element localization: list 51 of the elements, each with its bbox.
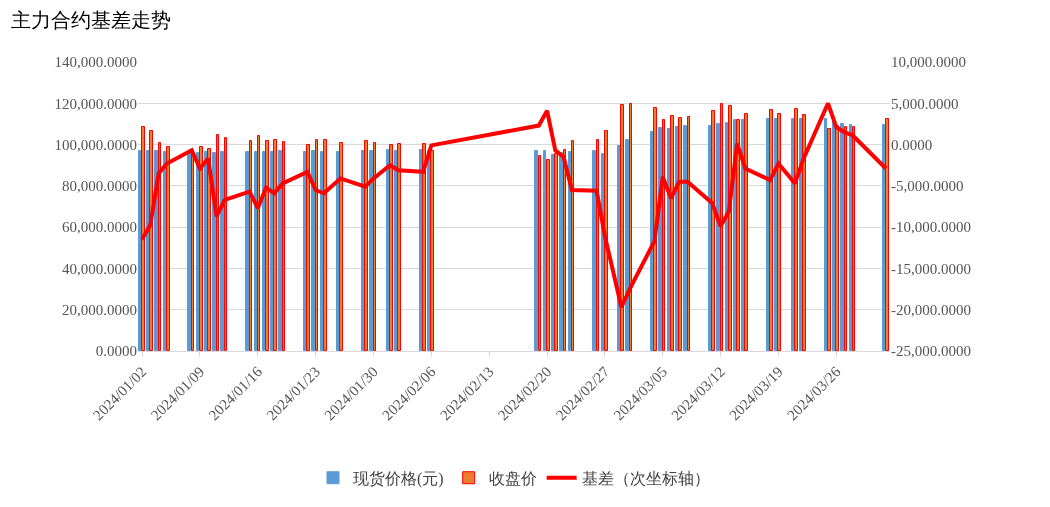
y2-tick-label: -5,000.0000 [891, 178, 964, 195]
bar [386, 149, 389, 351]
y2-tick-label: -15,000.0000 [891, 260, 971, 277]
y-tick-label: 0.0000 [95, 343, 137, 360]
y-tick-label: 40,000.0000 [62, 260, 137, 277]
y2-tick-label: -10,000.0000 [891, 219, 971, 236]
bar [667, 128, 670, 351]
bar [245, 151, 249, 351]
bar [419, 149, 422, 351]
bar [163, 151, 166, 351]
bar [592, 150, 596, 351]
y2-tick-label: 10,000.0000 [891, 54, 966, 71]
bar [254, 151, 257, 351]
y-tick-label: 120,000.0000 [54, 95, 137, 112]
bar [534, 150, 538, 351]
bar [138, 150, 141, 351]
legend-label: 基差（次坐标轴） [581, 469, 710, 487]
bar [791, 118, 794, 351]
bar [559, 152, 563, 351]
bar [187, 151, 191, 351]
bar [369, 150, 373, 351]
bar [827, 128, 831, 351]
bar [278, 150, 282, 351]
y2-tick-label: -25,000.0000 [891, 343, 971, 360]
y-tick-label: 140,000.0000 [54, 54, 137, 71]
y-tick-label: 60,000.0000 [62, 219, 137, 236]
bar [262, 151, 265, 351]
bar [220, 151, 224, 351]
bar [543, 150, 546, 351]
chart-title: 主力合约基差走势 [10, 8, 171, 31]
bar [568, 151, 571, 351]
y-tick-label: 20,000.0000 [62, 301, 137, 318]
bar [320, 151, 323, 351]
legend-label: 收盘价 [488, 469, 537, 487]
bar [546, 159, 550, 351]
y2-tick-label: 5,000.0000 [891, 95, 959, 112]
y2-tick-label: 0.0000 [891, 136, 933, 153]
bar [625, 139, 629, 351]
y-tick-label: 100,000.0000 [54, 136, 137, 153]
bar [882, 124, 885, 351]
y2-tick-label: -20,000.0000 [891, 301, 971, 318]
bar [196, 152, 199, 351]
y-tick-label: 80,000.0000 [62, 178, 137, 195]
bar [538, 155, 541, 351]
bar [725, 122, 728, 351]
bar [716, 123, 720, 351]
bar [840, 123, 844, 351]
bar [683, 125, 687, 351]
bar [311, 150, 315, 351]
bar [824, 118, 827, 351]
legend-label: 现货价格(元) [353, 469, 444, 488]
